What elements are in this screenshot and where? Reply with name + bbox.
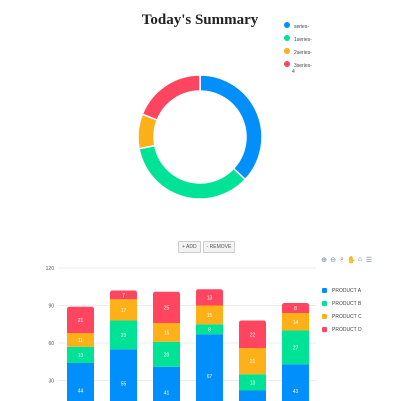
bar-segment-product-b[interactable] — [153, 341, 180, 367]
data-label: 13 — [207, 295, 213, 301]
data-label: 13 — [250, 380, 256, 386]
bar-segment-product-d[interactable] — [282, 303, 309, 313]
bar-segment-product-a[interactable] — [110, 349, 137, 401]
pan-icon[interactable]: ✋ — [347, 257, 356, 264]
data-label: 44 — [78, 389, 84, 395]
legend-marker-series-1 — [284, 22, 290, 28]
legend-marker-product-c — [322, 314, 327, 319]
data-label: 7 — [122, 293, 125, 299]
legend-pager[interactable]: 4 — [292, 69, 295, 75]
bar-segment-product-a[interactable] — [239, 390, 266, 401]
bar-segment-product-c[interactable] — [282, 313, 309, 331]
data-label: 21 — [78, 318, 84, 324]
legend-label: series- — [294, 24, 310, 30]
zoom-icon[interactable]: ⌕ — [340, 256, 344, 263]
bar-segment-product-b[interactable] — [110, 320, 137, 350]
data-label: 14 — [293, 320, 299, 326]
bar-segment-product-b[interactable] — [196, 324, 223, 335]
legend-marker-product-a — [322, 288, 327, 293]
bar-segment-product-d[interactable] — [67, 306, 94, 333]
bar-segment-product-c[interactable] — [67, 333, 94, 347]
legend-item[interactable]: 1series- — [284, 33, 344, 46]
bar-segment-product-d[interactable] — [239, 320, 266, 349]
legend-label: PRODUCT A — [332, 287, 362, 294]
bar-legend: PRODUCT A PRODUCT B PRODUCT C PRODUCT D — [322, 284, 362, 336]
data-label: 27 — [293, 345, 299, 351]
bar-segment-product-d[interactable] — [196, 289, 223, 306]
chart-title: Today's Summary — [141, 12, 259, 28]
bar-segment-product-c[interactable] — [239, 348, 266, 375]
bar-segment-product-a[interactable] — [153, 366, 180, 401]
series-controls: + ADD - REMOVE — [178, 241, 236, 253]
y-tick-label: 30 — [48, 379, 54, 385]
data-label: 22 — [250, 332, 256, 338]
menu-icon[interactable]: ☰ — [365, 257, 373, 264]
data-label: 15 — [207, 313, 213, 319]
bar-segment-product-c[interactable] — [153, 323, 180, 342]
legend-marker-series-3 — [284, 48, 290, 54]
legend-item[interactable]: 2series- — [284, 46, 344, 59]
data-label: 8 — [208, 327, 211, 333]
legend-label: PRODUCT D — [332, 326, 362, 333]
data-label: 55 — [121, 382, 127, 388]
bar-segment-product-c[interactable] — [196, 305, 223, 325]
bar-segment-product-d[interactable] — [110, 290, 137, 300]
pie-slice-series-4[interactable] — [141, 74, 201, 122]
legend-marker-product-d — [322, 327, 327, 332]
legend-item[interactable]: PRODUCT C — [322, 310, 362, 323]
data-label: 23 — [121, 333, 127, 339]
data-label: 15 — [164, 330, 170, 336]
chart-toolbar: ⊕ ⊖ ⌕ ✋ ⌂ ☰ — [320, 256, 373, 264]
bar-segment-product-b[interactable] — [67, 346, 94, 363]
bar-segment-product-a[interactable] — [67, 363, 94, 401]
data-label: 13 — [78, 353, 84, 359]
legend-item[interactable]: PRODUCT A — [322, 284, 362, 297]
data-label: 8 — [294, 306, 297, 312]
zoom-out-icon[interactable]: ⊖ — [330, 257, 336, 264]
legend-item[interactable]: series- — [284, 20, 344, 33]
data-label: 17 — [121, 308, 127, 314]
legend-marker-product-b — [322, 301, 327, 306]
data-label: 41 — [164, 390, 170, 396]
data-label: 11 — [78, 338, 83, 344]
bar-segment-product-a[interactable] — [282, 364, 309, 401]
legend-item[interactable]: 3series- — [284, 59, 344, 72]
legend-label: PRODUCT C — [332, 313, 362, 320]
legend-marker-series-4 — [284, 61, 290, 67]
legend-label: 3series- — [294, 63, 312, 69]
data-label: 67 — [207, 374, 213, 380]
bar-segment-product-b[interactable] — [282, 330, 309, 365]
add-series-button[interactable]: + ADD — [178, 241, 201, 253]
data-label: 21 — [250, 359, 256, 365]
home-icon[interactable]: ⌂ — [357, 256, 363, 263]
data-label: 20 — [164, 352, 170, 358]
data-label: 43 — [293, 389, 299, 395]
remove-series-button[interactable]: - REMOVE — [202, 241, 236, 253]
y-tick-label: 120 — [46, 266, 55, 272]
data-label: 25 — [164, 305, 170, 311]
pie-legend: series- 1series- 2series- 3series- 4 — [284, 20, 344, 75]
donut-chart — [137, 74, 263, 200]
y-tick-label: 90 — [48, 304, 54, 310]
legend-label: PRODUCT B — [332, 300, 362, 307]
bar-segment-product-d[interactable] — [153, 291, 180, 323]
legend-item[interactable]: PRODUCT D — [322, 323, 362, 336]
zoom-in-icon[interactable]: ⊕ — [321, 257, 327, 264]
bar-segment-product-a[interactable] — [196, 334, 223, 401]
bar-segment-product-b[interactable] — [239, 374, 266, 391]
legend-label: 1series- — [294, 37, 312, 43]
legend-marker-series-2 — [284, 35, 290, 41]
bar-segment-product-c[interactable] — [110, 299, 137, 321]
legend-item[interactable]: PRODUCT B — [322, 297, 362, 310]
legend-label: 2series- — [294, 50, 312, 56]
y-tick-label: 60 — [48, 341, 54, 347]
